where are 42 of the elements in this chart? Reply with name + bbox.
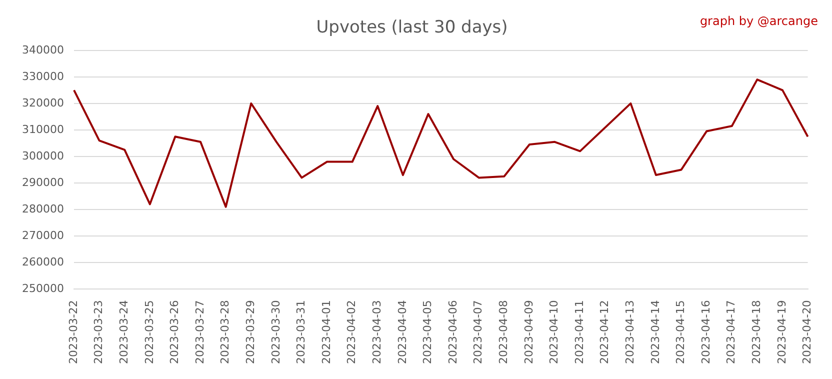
x-tick-label: 2023-03-23 [92, 300, 106, 364]
x-tick-label: 2023-04-01 [320, 300, 333, 364]
y-tick-label: 250000 [22, 282, 64, 295]
x-tick-label: 2023-04-09 [522, 300, 536, 364]
x-tick-label: 2023-03-22 [66, 300, 80, 364]
x-tick-label: 2023-03-24 [117, 300, 130, 364]
x-tick-label: 2023-04-15 [674, 300, 688, 364]
x-tick-label: 2023-04-14 [648, 300, 662, 364]
x-tick-label: 2023-04-06 [446, 300, 460, 364]
y-tick-label: 280000 [22, 202, 64, 216]
y-tick-label: 290000 [22, 176, 64, 189]
y-tick-label: 270000 [22, 228, 64, 242]
x-tick-label: 2023-04-05 [421, 300, 434, 364]
x-tick-label: 2023-03-31 [294, 300, 308, 364]
x-tick-label: 2023-04-20 [800, 300, 814, 364]
x-tick-label: 2023-04-07 [472, 300, 485, 364]
y-tick-label: 340000 [22, 43, 64, 56]
y-tick-label: 330000 [22, 70, 64, 83]
x-tick-label: 2023-03-27 [193, 300, 206, 364]
x-tick-label: 2023-04-16 [699, 300, 712, 364]
x-tick-label: 2023-04-08 [497, 300, 510, 364]
x-tick-label: 2023-04-13 [624, 300, 637, 364]
x-tick-label: 2023-03-30 [269, 300, 282, 364]
x-tick-label: 2023-04-11 [572, 300, 586, 364]
x-tick-label: 2023-03-29 [244, 300, 257, 364]
x-tick-label: 2023-04-03 [370, 300, 384, 364]
x-tick-label: 2023-03-28 [218, 300, 232, 364]
x-tick-label: 2023-04-17 [724, 300, 738, 364]
y-tick-label: 310000 [22, 122, 64, 136]
x-tick-label: 2023-03-26 [168, 300, 182, 364]
chart-title: Upvotes (last 30 days) [316, 18, 508, 38]
y-tick-label: 260000 [22, 255, 64, 268]
y-tick-label: 320000 [22, 96, 64, 110]
x-tick-label: 2023-04-04 [396, 300, 409, 364]
x-tick-label: 2023-03-25 [142, 300, 156, 364]
x-tick-label: 2023-04-02 [345, 300, 358, 364]
x-tick-label: 2023-04-12 [598, 300, 612, 364]
x-tick-label: 2023-04-19 [775, 300, 788, 364]
x-tick-label: 2023-04-10 [548, 300, 561, 364]
y-tick-label: 300000 [22, 149, 64, 162]
x-tick-label: 2023-04-18 [750, 300, 764, 364]
text: graph by @arcange [700, 14, 818, 28]
